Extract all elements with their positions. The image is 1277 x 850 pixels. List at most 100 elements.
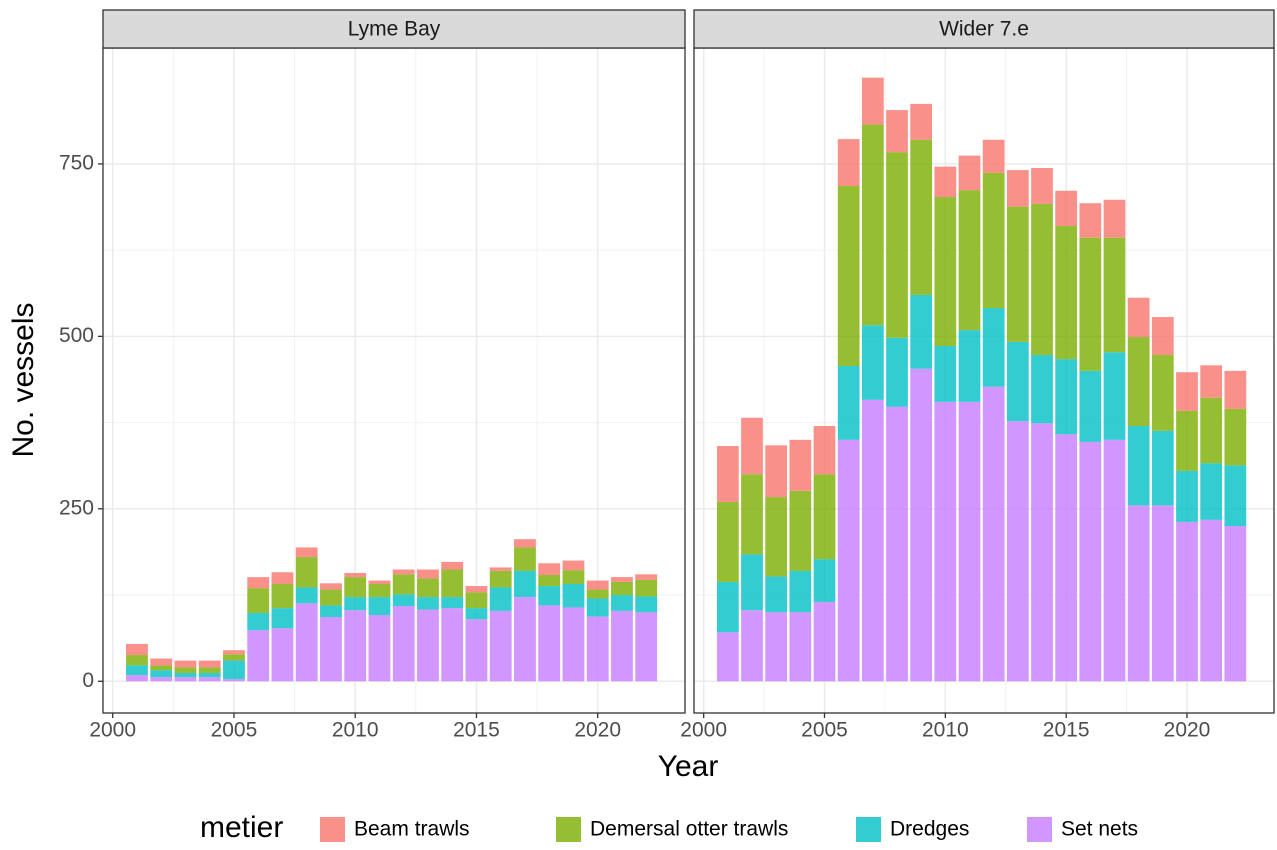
y-tick-label: 250 (59, 496, 94, 519)
bar-segment (126, 675, 148, 682)
bar-segment (635, 596, 658, 613)
bar-segment (1103, 439, 1126, 682)
bar-segment (813, 426, 836, 475)
x-tick-label: 2000 (89, 719, 136, 742)
bar-segment (1127, 505, 1150, 682)
legend-key (856, 817, 881, 842)
bar-segment (586, 616, 609, 682)
bar-segment (562, 607, 585, 682)
bar-segment (174, 667, 197, 673)
bar-segment (1055, 225, 1078, 360)
bar-segment (1006, 206, 1029, 342)
x-tick-label: 2015 (453, 719, 500, 742)
bar-segment (489, 567, 512, 571)
x-tick-label: 2000 (680, 719, 727, 742)
bar-segment (1006, 341, 1029, 422)
bar-segment (271, 572, 294, 585)
bar-segment (765, 445, 788, 498)
bar-segment (1103, 199, 1126, 238)
bar-segment (271, 584, 294, 609)
bar-segment (1151, 430, 1174, 506)
bar-segment (611, 610, 633, 682)
legend-key (320, 817, 345, 842)
bar-segment (741, 417, 763, 475)
bar-segment (1127, 426, 1150, 506)
bar-segment (174, 672, 197, 678)
bar-segment (958, 401, 981, 682)
bar-segment (247, 577, 270, 589)
bar-segment (198, 677, 221, 682)
bar-segment (861, 399, 884, 682)
x-tick-label: 2020 (574, 719, 621, 742)
bar-segment (344, 577, 367, 598)
bar-segment (813, 474, 836, 560)
bar-segment (1079, 370, 1102, 442)
bar-segment (1055, 190, 1078, 226)
bar-segment (441, 569, 464, 598)
legend-key (556, 817, 581, 842)
bar-segment (514, 539, 536, 548)
bar-segment (538, 563, 561, 576)
y-tick-label: 0 (82, 669, 94, 692)
bar-segment (789, 439, 812, 491)
legend-label: Set nets (1061, 818, 1138, 841)
bar-segment (958, 155, 981, 191)
bar-segment (417, 578, 439, 598)
bar-segment (741, 474, 763, 555)
bar-segment (1103, 237, 1126, 353)
bar-segment (320, 589, 342, 606)
bar-segment (465, 592, 488, 609)
bar-segment (465, 608, 488, 620)
bar-segment (910, 368, 933, 682)
bar-segment (247, 612, 270, 631)
bar-segment (934, 401, 957, 682)
bar-segment (465, 619, 488, 682)
bar-segment (295, 547, 318, 558)
bar-segment (126, 644, 148, 656)
bar-segment (1200, 519, 1223, 682)
bar-segment (441, 561, 464, 570)
bar-segment (982, 386, 1005, 682)
bar-segment (417, 597, 439, 610)
bar-segment (958, 330, 981, 402)
x-tick-label: 2020 (1164, 719, 1211, 742)
bar-segment (198, 672, 221, 678)
bar-segment (837, 139, 860, 186)
bar-segment (174, 677, 197, 682)
bar-segment (126, 665, 148, 676)
bar-segment (1031, 168, 1053, 204)
bar-segment (417, 609, 439, 682)
x-tick-label: 2010 (922, 719, 969, 742)
bar-segment (886, 152, 908, 338)
bar-segment (837, 439, 860, 682)
x-tick-label: 2010 (332, 719, 379, 742)
bar-segment (813, 601, 836, 682)
bar-segment (417, 569, 439, 579)
bar-segment (837, 185, 860, 367)
bar-segment (861, 124, 884, 326)
bar-segment (1079, 203, 1102, 238)
bar-segment (716, 501, 739, 582)
legend-key (1027, 817, 1052, 842)
bar-segment (1200, 365, 1223, 398)
bar-segment (1200, 397, 1223, 464)
bar-segment (765, 576, 788, 613)
bar-segment (441, 608, 464, 682)
bar-segment (392, 574, 415, 595)
bar-segment (813, 559, 836, 602)
legend-label: Dredges (890, 818, 969, 841)
bar-segment (716, 446, 739, 502)
bar-segment (1006, 170, 1029, 207)
x-tick-label: 2005 (211, 719, 258, 742)
x-tick-label: 2015 (1043, 719, 1090, 742)
bar-segment (514, 570, 536, 598)
bar-segment (150, 670, 173, 678)
bar-segment (611, 595, 633, 611)
bar-segment (344, 572, 367, 578)
bar-segment (982, 308, 1005, 387)
bar-segment (368, 584, 391, 598)
strip-label: Wider 7.e (939, 18, 1029, 41)
bar-segment (392, 594, 415, 607)
bar-segment (586, 598, 609, 617)
